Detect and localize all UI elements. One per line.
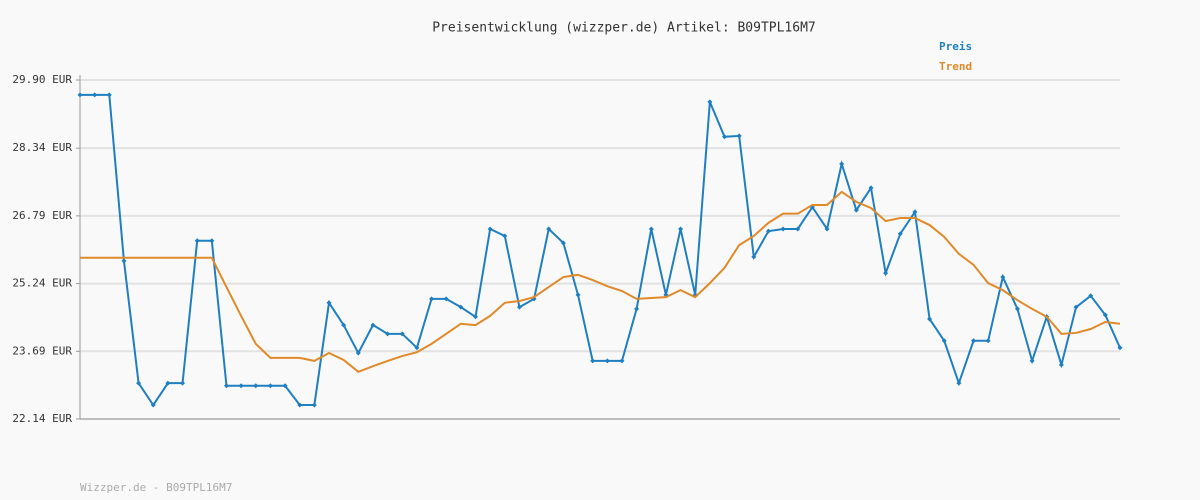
point-marker (780, 226, 786, 232)
point-marker (985, 338, 991, 344)
y-tick-label: 25.24 EUR (12, 277, 72, 290)
point-marker (648, 226, 654, 232)
point-marker (824, 226, 830, 232)
point-marker (136, 380, 142, 386)
point-marker (634, 306, 640, 312)
point-marker (341, 322, 347, 328)
point-marker (941, 338, 947, 344)
point-marker (355, 350, 361, 356)
y-tick-label: 26.79 EUR (12, 209, 72, 222)
point-marker (971, 338, 977, 344)
point-marker (736, 133, 742, 139)
point-marker (92, 92, 98, 98)
point-marker (560, 240, 566, 246)
y-tick-label: 29.90 EUR (12, 73, 72, 86)
point-marker (121, 258, 127, 264)
point-marker (897, 231, 903, 237)
point-marker (678, 226, 684, 232)
point-marker (722, 134, 728, 140)
point-marker (912, 209, 918, 215)
point-marker (795, 226, 801, 232)
point-marker (282, 383, 288, 389)
point-marker (223, 383, 229, 389)
point-marker (472, 314, 478, 320)
point-marker (1000, 274, 1006, 280)
series-line (80, 190, 1121, 373)
point-marker (1073, 304, 1079, 310)
legend-entry: Trend (939, 60, 972, 73)
point-marker (150, 402, 156, 408)
point-marker (546, 226, 552, 232)
point-marker (765, 228, 771, 234)
point-marker (751, 254, 757, 260)
y-tick-label: 23.69 EUR (12, 344, 72, 357)
point-marker (619, 358, 625, 364)
point-marker (575, 292, 581, 298)
point-marker (77, 92, 83, 98)
point-marker (326, 300, 332, 306)
chart-title: Preisentwicklung (wizzper.de) Artikel: B… (432, 21, 816, 36)
point-marker (429, 296, 435, 302)
point-marker (443, 296, 449, 302)
y-tick-label: 22.14 EUR (12, 412, 72, 425)
point-marker (707, 99, 713, 105)
point-marker (1102, 312, 1108, 318)
point-marker (516, 304, 522, 310)
y-tick-label: 28.34 EUR (12, 141, 72, 154)
point-marker (868, 185, 874, 191)
point-marker (194, 238, 200, 244)
point-marker (927, 316, 933, 322)
point-marker (311, 402, 317, 408)
point-marker (414, 345, 420, 351)
point-marker (1029, 358, 1035, 364)
point-marker (253, 383, 259, 389)
point-marker (956, 380, 962, 386)
point-marker (1117, 345, 1123, 351)
point-marker (165, 380, 171, 386)
point-marker (106, 92, 112, 98)
point-marker (297, 402, 303, 408)
point-marker (458, 304, 464, 310)
point-marker (1058, 362, 1064, 368)
point-marker (604, 358, 610, 364)
point-marker (487, 226, 493, 232)
point-marker (267, 383, 273, 389)
footer: Wizzper.de - B09TPL16M7 (80, 481, 232, 494)
point-marker (853, 207, 859, 213)
point-marker (238, 383, 244, 389)
point-marker (399, 331, 405, 337)
point-marker (180, 380, 186, 386)
point-marker (839, 161, 845, 167)
point-marker (385, 331, 391, 337)
point-marker (1014, 306, 1020, 312)
point-marker (1088, 293, 1094, 299)
point-marker (883, 270, 889, 276)
point-marker (502, 233, 508, 239)
legend-entry: Preis (939, 40, 972, 53)
point-marker (370, 322, 376, 328)
point-marker (590, 358, 596, 364)
point-marker (209, 238, 215, 244)
